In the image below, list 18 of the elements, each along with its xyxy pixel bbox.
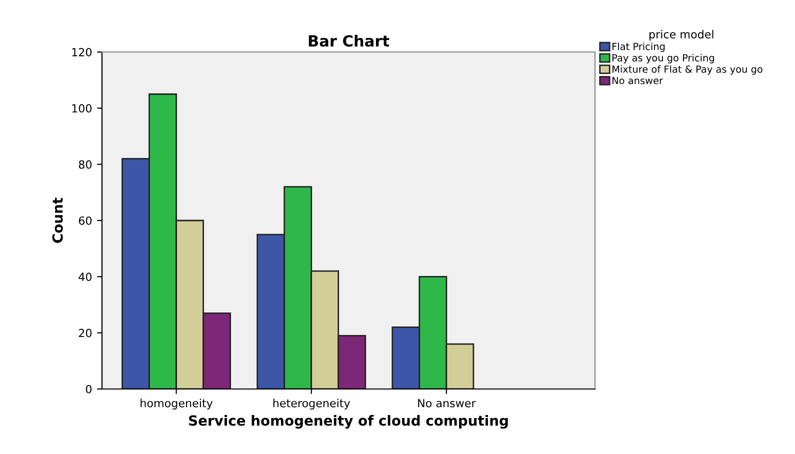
legend-label: Flat Pricing <box>612 42 665 52</box>
x-tick-label: homogeneity <box>140 398 213 410</box>
y-tick-label: 120 <box>72 48 92 56</box>
x-tick-label: heterogeneity <box>273 398 350 410</box>
legend-label: No answer <box>612 76 663 84</box>
legend-title: price model <box>650 30 714 41</box>
x-tick-label: No answer <box>418 399 476 408</box>
x-axis-title: Service homogeneity of cloud computing <box>189 415 508 429</box>
legend-label: Pay as you go Pricing <box>612 54 714 64</box>
chart-title: Bar Chart <box>308 34 390 47</box>
y-tick-label: 60 <box>78 216 92 225</box>
y-tick-label: 0 <box>86 384 92 394</box>
y-tick-label: 80 <box>78 160 92 169</box>
y-tick-label: 100 <box>72 104 92 113</box>
y-tick-label: 20 <box>78 328 92 338</box>
y-tick-label: 40 <box>78 272 92 282</box>
legend-label: Mixture of Flat & Pay as you go <box>612 65 762 75</box>
y-axis-title: Count <box>52 198 63 243</box>
